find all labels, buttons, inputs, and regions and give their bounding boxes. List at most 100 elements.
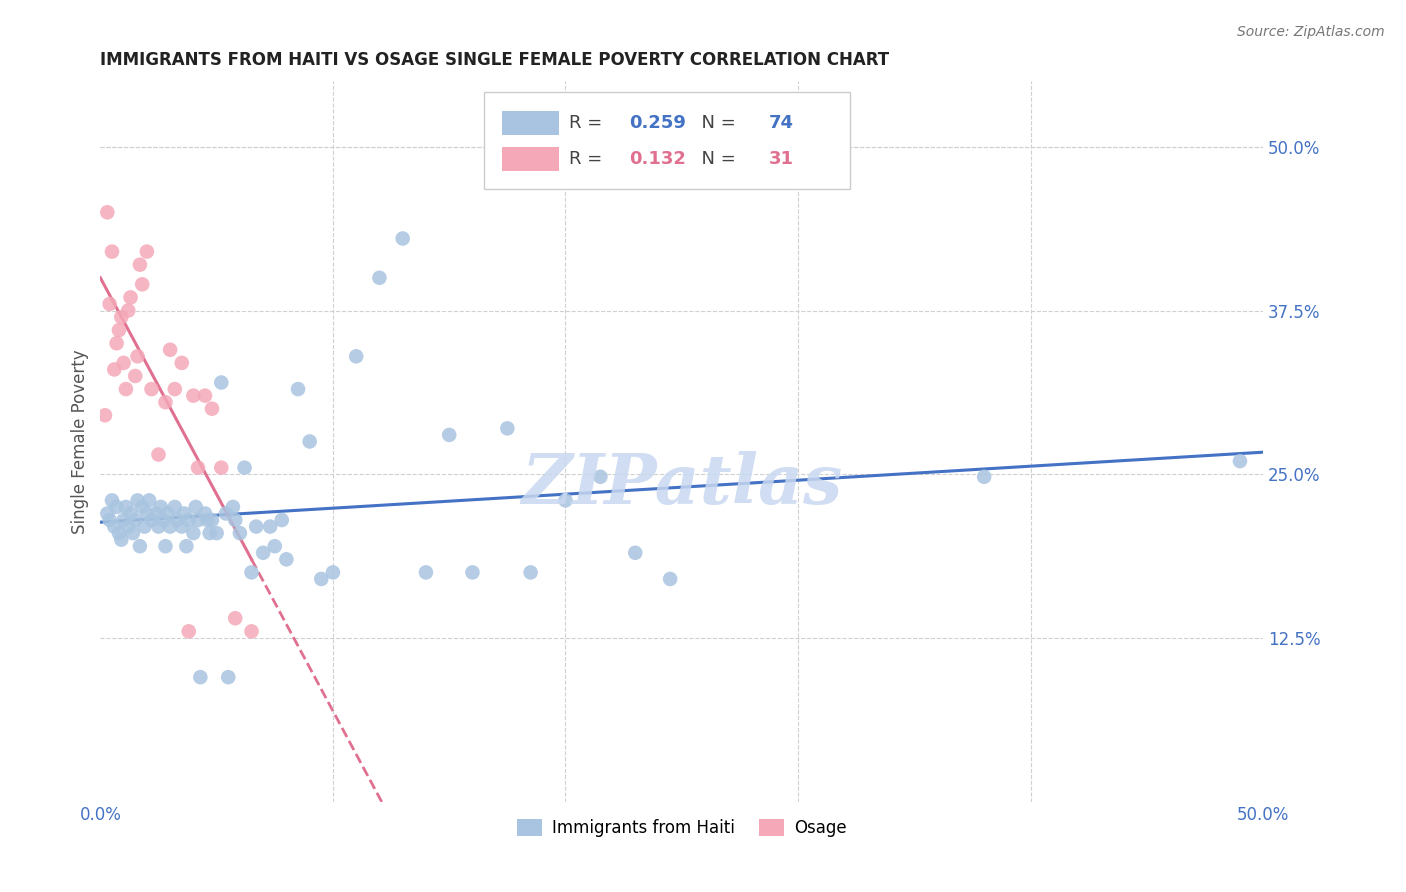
Point: [344, 349, 367, 363]
Text: 0.132: 0.132: [630, 150, 686, 168]
Point: [159, 519, 181, 533]
Text: IMMIGRANTS FROM HAITI VS OSAGE SINGLE FEMALE POVERTY CORRELATION CHART: IMMIGRANTS FROM HAITI VS OSAGE SINGLE FE…: [100, 51, 890, 69]
Point: [127, 349, 149, 363]
Point: [149, 500, 172, 514]
Point: [122, 526, 145, 541]
Point: [145, 507, 167, 521]
Point: [229, 526, 252, 541]
Point: [311, 572, 333, 586]
Point: [519, 566, 541, 580]
Point: [152, 513, 174, 527]
Point: [190, 670, 212, 684]
Point: [183, 526, 205, 541]
FancyBboxPatch shape: [484, 92, 851, 189]
Point: [134, 519, 156, 533]
Point: [96, 205, 118, 219]
Point: [101, 244, 124, 259]
Point: [103, 519, 125, 533]
Y-axis label: Single Female Poverty: Single Female Poverty: [72, 349, 89, 533]
Point: [103, 362, 125, 376]
Point: [187, 513, 209, 527]
Point: [138, 493, 160, 508]
Point: [155, 539, 177, 553]
Point: [94, 409, 117, 423]
Point: [170, 519, 193, 533]
Point: [222, 500, 245, 514]
Point: [554, 493, 576, 508]
Point: [101, 493, 124, 508]
Point: [252, 546, 274, 560]
Point: [176, 539, 198, 553]
Point: [224, 611, 246, 625]
Point: [112, 513, 135, 527]
Point: [108, 526, 131, 541]
Point: [120, 507, 142, 521]
Point: [124, 513, 146, 527]
Text: Source: ZipAtlas.com: Source: ZipAtlas.com: [1237, 25, 1385, 39]
Point: [437, 428, 460, 442]
Point: [240, 566, 263, 580]
Point: [170, 356, 193, 370]
Point: [415, 566, 437, 580]
Text: 0.259: 0.259: [630, 114, 686, 132]
Point: [391, 231, 413, 245]
Text: N =: N =: [690, 114, 741, 132]
Point: [115, 382, 138, 396]
Point: [1229, 454, 1251, 468]
Point: [173, 507, 195, 521]
Point: [287, 382, 309, 396]
FancyBboxPatch shape: [502, 147, 558, 171]
Point: [141, 513, 163, 527]
Point: [163, 500, 186, 514]
Point: [96, 507, 118, 521]
Point: [461, 566, 484, 580]
Point: [112, 356, 135, 370]
Point: [215, 507, 238, 521]
Point: [205, 526, 228, 541]
Point: [194, 389, 217, 403]
Point: [201, 513, 224, 527]
Text: 74: 74: [769, 114, 794, 132]
Point: [128, 258, 150, 272]
Point: [177, 624, 200, 639]
Point: [98, 513, 121, 527]
Point: [183, 389, 205, 403]
Point: [270, 513, 292, 527]
Point: [194, 507, 217, 521]
Point: [298, 434, 321, 449]
Point: [201, 401, 224, 416]
Point: [624, 546, 647, 560]
Point: [659, 572, 682, 586]
Point: [98, 297, 121, 311]
Point: [117, 303, 139, 318]
Text: R =: R =: [569, 150, 607, 168]
Point: [105, 336, 128, 351]
Point: [276, 552, 298, 566]
Point: [108, 323, 131, 337]
Point: [240, 624, 263, 639]
Point: [209, 376, 232, 390]
Point: [115, 500, 138, 514]
Point: [589, 470, 612, 484]
Text: ZIPatlas: ZIPatlas: [522, 451, 842, 518]
Point: [187, 460, 209, 475]
Point: [245, 519, 267, 533]
Point: [368, 270, 391, 285]
Point: [184, 500, 207, 514]
Point: [263, 539, 285, 553]
Point: [177, 513, 200, 527]
Text: 31: 31: [769, 150, 794, 168]
Text: N =: N =: [690, 150, 741, 168]
Point: [131, 277, 153, 292]
Legend: Immigrants from Haiti, Osage: Immigrants from Haiti, Osage: [510, 812, 853, 844]
Point: [155, 395, 177, 409]
Point: [135, 244, 157, 259]
Point: [120, 290, 142, 304]
Point: [163, 382, 186, 396]
Point: [159, 343, 181, 357]
Point: [127, 493, 149, 508]
Point: [105, 500, 128, 514]
Point: [496, 421, 519, 435]
Point: [148, 519, 170, 533]
Point: [259, 519, 281, 533]
